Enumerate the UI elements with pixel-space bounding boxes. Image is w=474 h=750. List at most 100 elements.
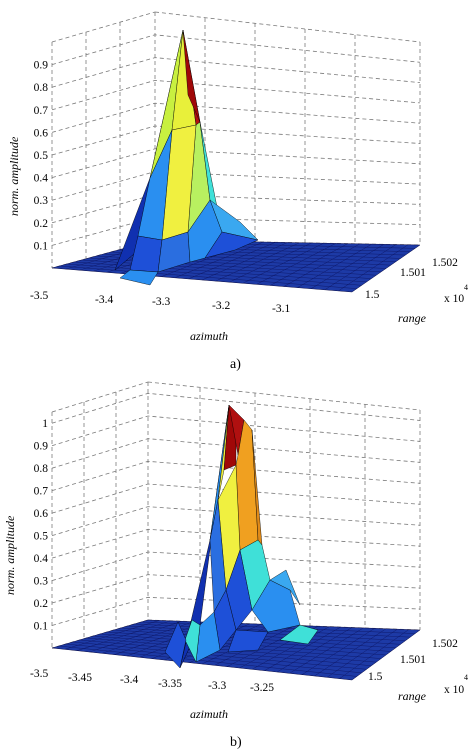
z-gridline (51, 125, 421, 156)
floor-mesh-line (289, 627, 364, 674)
y-exponent: 4 (464, 283, 468, 292)
z-tick-label: 0.2 (34, 218, 49, 230)
z-gridline (51, 438, 421, 469)
z-axis-label: norm. amplitude (7, 136, 21, 216)
floor-mesh-line (242, 243, 324, 284)
floor-mesh-line (310, 244, 384, 289)
x-tick-label: -3.4 (95, 294, 113, 306)
z-tick-label: 0.3 (34, 576, 49, 588)
z-tick-label: 0.8 (34, 82, 49, 94)
z-tick-label: 0.4 (34, 553, 49, 565)
x-tick-label: -3.3 (208, 680, 226, 692)
x-tick-label: -3.4 (120, 674, 138, 686)
floor-mesh-line (215, 242, 300, 282)
z-tick-label: 0.7 (34, 105, 49, 117)
y-tick-label: 1.501 (400, 654, 426, 666)
z-gridline (51, 392, 421, 424)
floor-mesh-line (174, 241, 264, 279)
z-gridline (51, 57, 421, 88)
z-gridline (51, 551, 421, 581)
y-axis-label: range (398, 311, 427, 325)
z-gridline (51, 528, 421, 559)
z-tick-label: 0.8 (34, 463, 49, 475)
floor-mesh-line (338, 244, 409, 292)
x-tick-label: -3.5 (30, 668, 48, 680)
x-tick-label: -3.3 (152, 296, 170, 308)
y-axis-label: range (398, 689, 427, 703)
panel-b-x-ticks: -3.5 -3.45 -3.4 -3.35 -3.3 -3.25 (30, 668, 274, 694)
z-gridline (51, 79, 421, 111)
z-gridline (51, 193, 421, 224)
z-tick-label: 0.7 (34, 486, 49, 498)
x-tick-label: -3.25 (250, 682, 274, 694)
z-tick-label: 0.9 (34, 441, 49, 453)
panel-b-peak (164, 404, 319, 669)
z-tick-label: 0.2 (34, 598, 49, 610)
panel-a-x-ticks: -3.5 -3.4 -3.3 -3.2 -3.1 (30, 290, 290, 315)
z-gridline (51, 415, 421, 447)
z-gridline (51, 506, 421, 537)
x-tick-label: -3.1 (272, 303, 290, 315)
floor-mesh-line (314, 628, 387, 677)
z-gridline (51, 483, 421, 514)
z-tick-label: 0.3 (34, 195, 49, 207)
z-tick-label: 0.1 (34, 621, 49, 633)
floor-mesh-line (301, 628, 375, 675)
x-axis-label: azimuth (190, 329, 228, 343)
floor-mesh-line (64, 620, 160, 650)
z-tick-label: 0.9 (34, 60, 49, 72)
z-gridline (51, 34, 421, 65)
floor-mesh-line (283, 243, 360, 287)
floor-mesh-line (297, 243, 372, 288)
y-tick-label: 1.5 (365, 289, 380, 301)
z-gridline (51, 148, 421, 178)
z-tick-label: 0.6 (34, 508, 49, 520)
panel-a-grid (51, 11, 421, 269)
floor-mesh-line (201, 242, 288, 281)
z-gridline (51, 171, 421, 201)
z-axis-label: norm. amplitude (3, 515, 17, 595)
y-tick-label: 1.5 (368, 671, 383, 683)
caption: a) (230, 357, 241, 372)
floor-mesh-line (251, 626, 330, 670)
floor-mesh-line (324, 244, 397, 290)
floor-mesh-line (270, 243, 348, 286)
z-tick-label: 0.5 (34, 531, 49, 543)
floor-mesh-line (326, 629, 398, 678)
floor-mesh-line (339, 629, 409, 679)
z-gridline (51, 102, 421, 133)
floor-mesh-line (76, 620, 171, 651)
caption: b) (230, 735, 242, 750)
z-tick-label: 0.1 (34, 240, 49, 252)
y-tick-label: 1.502 (432, 257, 458, 269)
floor-mesh-line (264, 626, 341, 671)
x-tick-label: -3.2 (212, 300, 230, 312)
floor-mesh-line (276, 627, 353, 673)
panel-a: 0.1 0.2 0.3 0.4 0.5 0.6 0.7 0.8 0.9 -3.5 -3.4 -3… (7, 11, 468, 372)
z-gridline (51, 596, 421, 626)
y-exponent: 4 (464, 673, 468, 682)
panel-b: 0.1 0.2 0.3 0.4 0.5 0.6 0.7 0.8 0.9 1 -3.5 -3.45 … (3, 381, 468, 750)
panel-a-y-ticks: 1.5 1.501 1.502 x 10 4 (365, 257, 468, 305)
y-tick-label: 1.502 (432, 638, 458, 650)
y-multiplier: x 10 (444, 684, 464, 696)
x-tick-label: -3.5 (30, 290, 48, 302)
x-tick-label: -3.35 (158, 678, 182, 690)
z-gridline (51, 574, 421, 604)
z-gridline (51, 460, 421, 492)
panel-b-y-ticks: 1.5 1.501 1.502 x 10 4 (368, 638, 468, 696)
floor-mesh-line (89, 621, 183, 653)
x-tick-label: -3.45 (68, 672, 92, 684)
x-axis-label: azimuth (190, 707, 228, 721)
floor-mesh-line (188, 242, 276, 280)
y-multiplier: x 10 (444, 293, 464, 305)
z-tick-label: 0.6 (34, 127, 49, 139)
floor-mesh-line (256, 243, 336, 285)
y-tick-label: 1.501 (400, 267, 426, 279)
z-tick-label: 0.5 (34, 150, 49, 162)
panel-a-peak (114, 29, 259, 286)
z-tick-label: 1 (42, 418, 48, 430)
z-tick-label: 0.4 (34, 173, 49, 185)
floor-mesh-line (229, 242, 312, 283)
